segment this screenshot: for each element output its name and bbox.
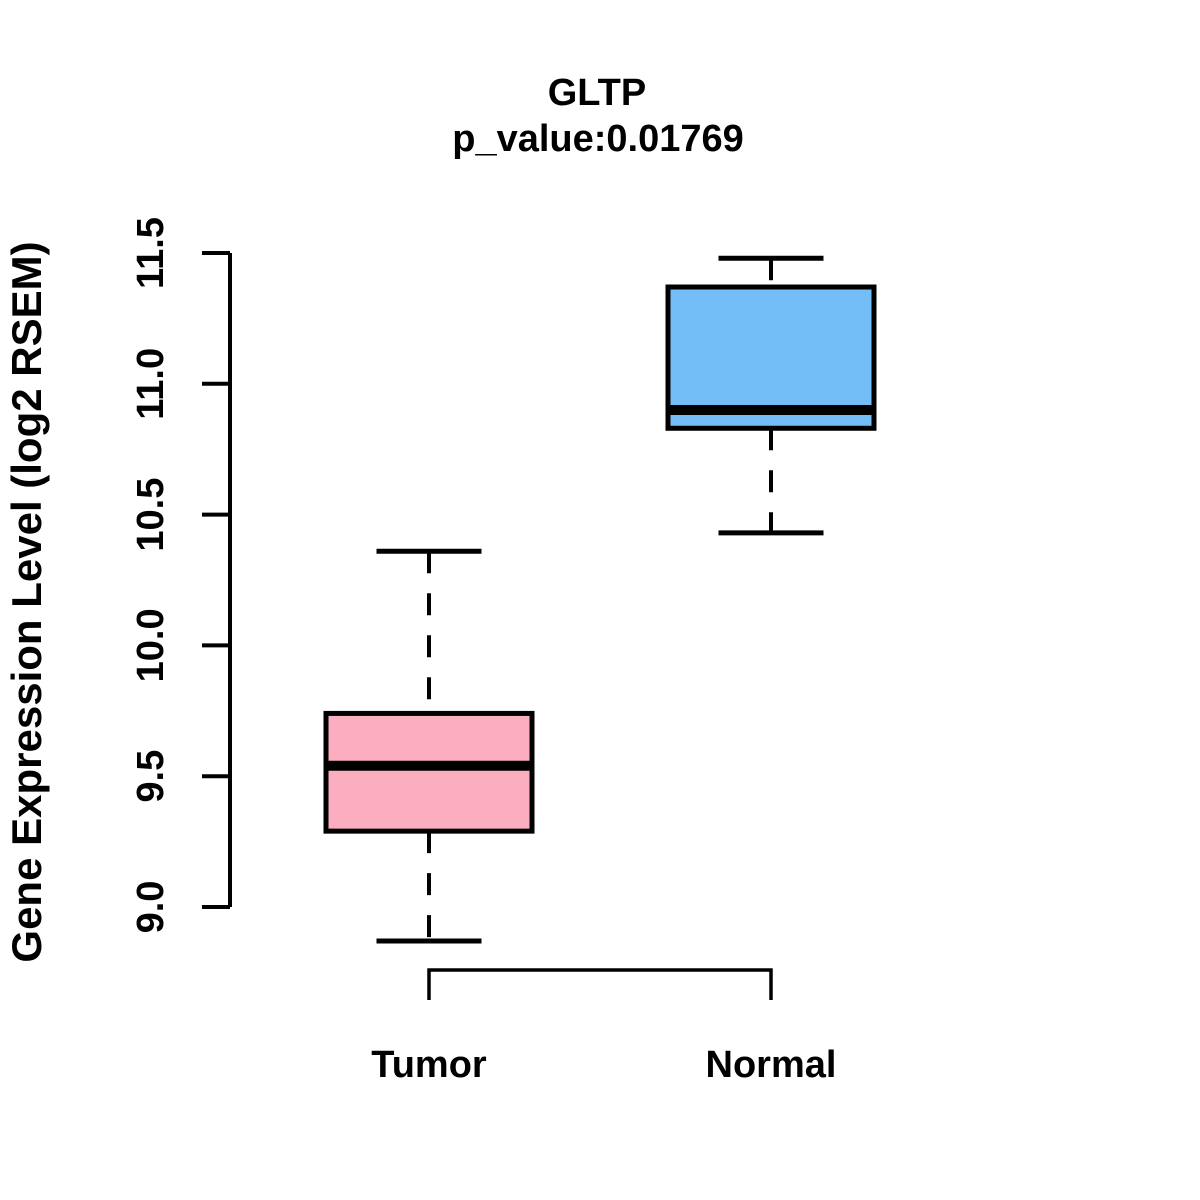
x-category-label-tumor: Tumor: [371, 1044, 487, 1086]
x-category-label-normal: Normal: [706, 1044, 837, 1086]
y-axis-tick-label: 10.5: [130, 478, 172, 552]
x-axis-bracket-line: [427, 968, 773, 1000]
normal-boxplot-group: [665, 255, 877, 536]
tumor-iqr-box: [323, 710, 535, 834]
y-axis-tick-label: 11.0: [130, 348, 172, 420]
chart-title: GLTP: [548, 72, 647, 114]
box-series: [323, 255, 877, 944]
y-axis-tick-label: 9.5: [130, 750, 172, 803]
y-axis-tick-label: 11.5: [130, 217, 172, 289]
y-axis: 9.0 9.5 10.0 10.5 11.0 11.5: [130, 217, 232, 934]
tumor-boxplot-group: [323, 548, 535, 944]
chart-subtitle: p_value:0.01769: [452, 118, 744, 160]
x-axis-labels: Tumor Normal: [371, 1044, 836, 1086]
y-axis-title: Gene Expression Level (log2 RSEM): [3, 241, 50, 962]
x-axis-bracket: [427, 968, 773, 1000]
normal-iqr-box: [665, 284, 877, 431]
y-axis-tick-label: 9.0: [130, 881, 172, 934]
y-axis-tick-label: 10.0: [130, 608, 172, 682]
